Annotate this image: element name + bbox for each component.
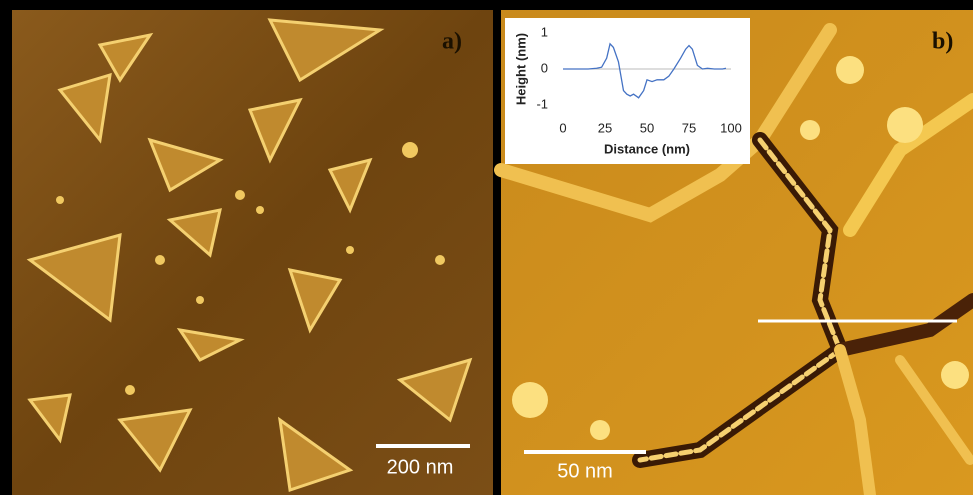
y-axis-title: Height (nm) <box>513 33 528 105</box>
x-tick-label: 50 <box>640 120 654 135</box>
y-tick-label: 1 <box>541 24 548 39</box>
panel-label: a) <box>442 29 462 55</box>
scale-label: 200 nm <box>387 456 454 478</box>
x-axis-title: Distance (nm) <box>604 141 690 156</box>
x-tick-label: 75 <box>682 120 696 135</box>
figure: a) 200 nm b) 50 nm Distance (nm) Height … <box>0 0 973 495</box>
x-tick-label: 100 <box>720 120 742 135</box>
panel-label: b) <box>932 29 953 55</box>
afm-image-a <box>12 10 493 495</box>
x-tick-label: 25 <box>598 120 612 135</box>
y-tick-label: -1 <box>536 96 548 111</box>
y-tick-label: 0 <box>541 60 548 75</box>
x-tick-label: 0 <box>559 120 566 135</box>
scale-label: 50 nm <box>557 460 613 482</box>
